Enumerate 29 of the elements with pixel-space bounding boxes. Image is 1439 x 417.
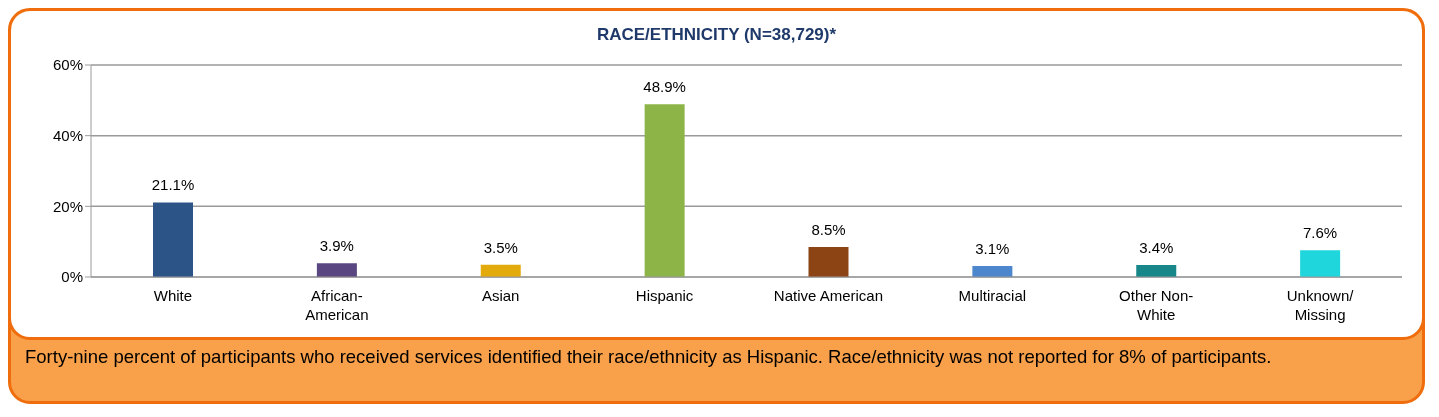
x-tick-label: White <box>153 287 193 304</box>
y-tick-label: 40% <box>52 126 83 144</box>
data-label: 3.5% <box>483 238 518 256</box>
data-label: 7.6% <box>1303 224 1338 242</box>
bar <box>1136 264 1177 277</box>
bar <box>1300 250 1341 277</box>
x-tick-label: Multiracial <box>958 287 1027 304</box>
bar <box>153 202 193 277</box>
bar <box>808 246 849 277</box>
text: Forty-nine percent of participants who received services identified their race/ethnicity as Hispanic. Race/ethnicity was not reported for 8% of participants. <box>24 345 1273 369</box>
x-tick-label: Unknown/Missing <box>1286 287 1355 323</box>
x-tick-label: African-American <box>305 287 369 323</box>
data-label: 48.9% <box>643 78 686 96</box>
data-label: 3.1% <box>975 240 1010 258</box>
data-label: 8.5% <box>811 220 846 238</box>
data-label: 3.9% <box>319 237 354 255</box>
data-label: 3.4% <box>1139 238 1174 256</box>
y-tick-label: 60% <box>52 56 83 74</box>
x-tick-label: Other Non-White <box>1119 287 1194 323</box>
x-tick-label: Native American <box>773 287 884 304</box>
bar <box>972 266 1013 277</box>
data-label: 21.1% <box>151 176 195 194</box>
y-tick-label: 0% <box>61 268 83 286</box>
bar <box>316 263 357 277</box>
bar <box>644 104 685 277</box>
chart-title: RACE/ETHNICITY (N=38,729)* <box>595 24 838 46</box>
y-tick-label: 20% <box>52 197 83 215</box>
x-tick-label: Asian <box>481 287 520 304</box>
x-tick-label: Hispanic <box>635 287 694 304</box>
